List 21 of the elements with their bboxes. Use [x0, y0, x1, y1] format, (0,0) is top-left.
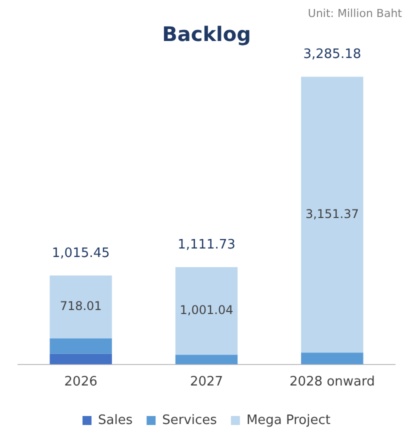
legend-label: Services: [162, 412, 218, 428]
total-label: 3,285.18: [303, 47, 362, 62]
x-tick-label: 2027: [190, 374, 224, 390]
bar: [175, 267, 238, 355]
chart-title: Backlog: [162, 22, 251, 46]
legend-label: Mega Project: [246, 412, 330, 428]
data-label: 718.01: [60, 299, 102, 314]
x-tick-label: 2026: [64, 374, 98, 390]
bar: [50, 354, 112, 364]
bar: [50, 276, 112, 338]
legend-label: Sales: [98, 412, 133, 428]
data-label: 1,001.04: [180, 303, 234, 318]
bar: [301, 352, 364, 364]
total-label: 1,111.73: [178, 237, 236, 252]
bar: [50, 338, 112, 354]
bar: [175, 354, 238, 364]
data-label: 3,151.37: [305, 206, 359, 221]
total-label: 1,015.45: [52, 246, 110, 261]
x-tick-label: 2028 onward: [289, 374, 375, 390]
text: Unit: Million Baht: [308, 6, 403, 20]
bar: [301, 76, 364, 353]
